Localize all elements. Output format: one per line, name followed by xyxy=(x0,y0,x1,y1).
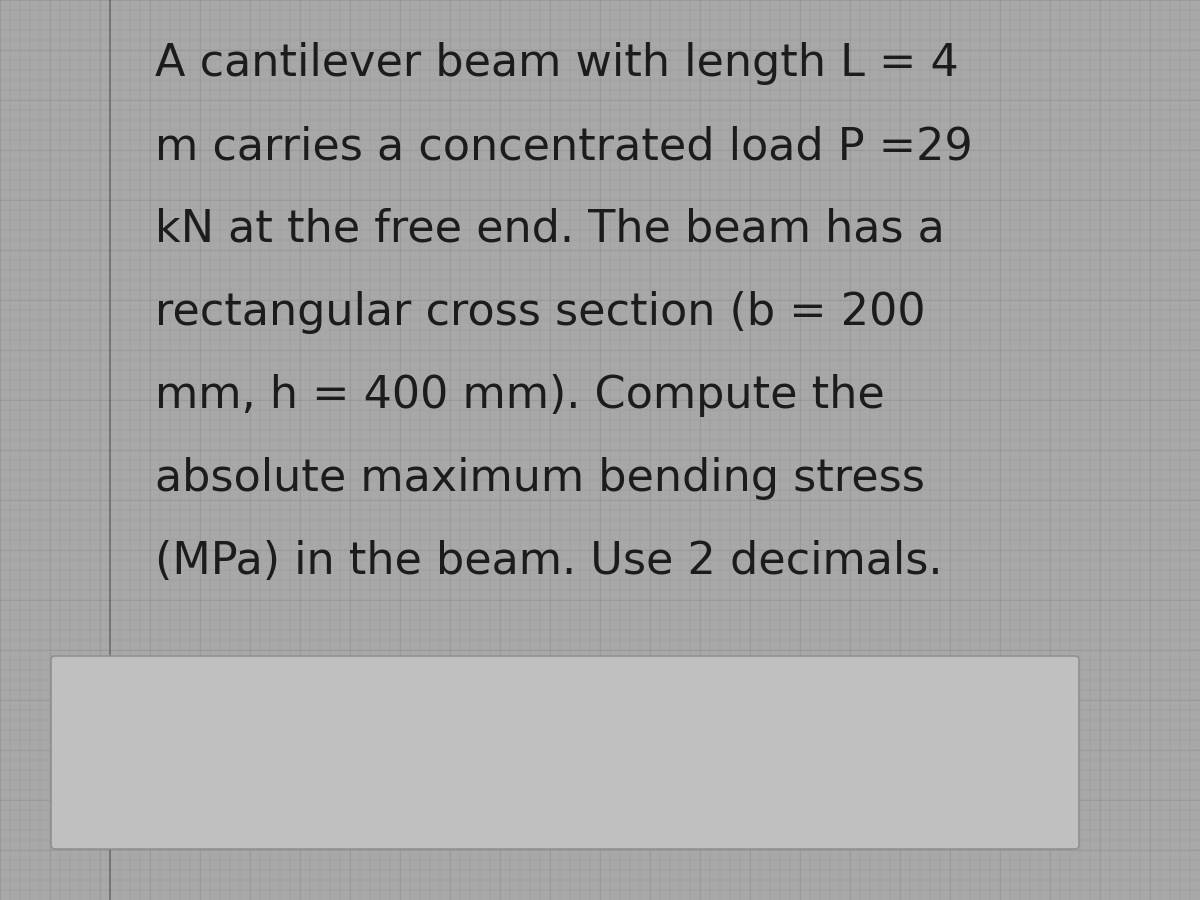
Text: rectangular cross section (b = 200: rectangular cross section (b = 200 xyxy=(155,291,925,334)
Text: absolute maximum bending stress: absolute maximum bending stress xyxy=(155,457,925,500)
Text: kN at the free end. The beam has a: kN at the free end. The beam has a xyxy=(155,208,944,251)
Text: A cantilever beam with length L = 4: A cantilever beam with length L = 4 xyxy=(155,42,959,85)
FancyBboxPatch shape xyxy=(50,656,1079,849)
Text: mm, h = 400 mm). Compute the: mm, h = 400 mm). Compute the xyxy=(155,374,884,417)
Text: (MPa) in the beam. Use 2 decimals.: (MPa) in the beam. Use 2 decimals. xyxy=(155,540,942,583)
Text: m carries a concentrated load P =29: m carries a concentrated load P =29 xyxy=(155,125,973,168)
